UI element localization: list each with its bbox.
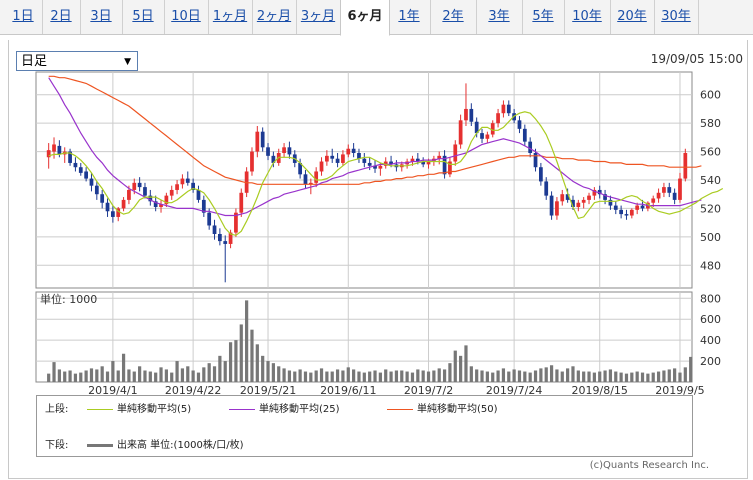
tab-6ヶ月[interactable]: 6ヶ月 xyxy=(340,0,390,36)
legend-ma50-label: 単純移動平均(50) xyxy=(417,404,498,415)
tab-1ヶ月[interactable]: 1ヶ月 xyxy=(208,0,253,34)
tab-1日[interactable]: 1日 xyxy=(4,0,43,34)
chart-panel xyxy=(8,40,748,479)
legend-ma5: 単純移動平均(5) xyxy=(87,400,191,415)
tab-5年[interactable]: 5年 xyxy=(522,0,565,34)
legend-ma5-line xyxy=(87,408,113,410)
chart-legend: 上段: 単純移動平均(5) 単純移動平均(25) 単純移動平均(50) 下段: … xyxy=(36,395,693,457)
tab-3日[interactable]: 3日 xyxy=(80,0,123,34)
tab-30年[interactable]: 30年 xyxy=(654,0,699,34)
legend-ma25: 単純移動平均(25) xyxy=(229,400,340,415)
tab-5日[interactable]: 5日 xyxy=(122,0,165,34)
period-select-value: 日足 xyxy=(21,54,48,69)
period-tabs: 1日 2日 3日 5日 10日 1ヶ月 2ヶ月 3ヶ月 6ヶ月 1年 2年 3年 5年 10年 20年 30年 xyxy=(0,0,753,36)
tab-10日[interactable]: 10日 xyxy=(164,0,209,34)
chevron-down-icon: ▼ xyxy=(124,57,131,67)
legend-ma5-label: 単純移動平均(5) xyxy=(117,404,192,415)
tab-3ヶ月[interactable]: 3ヶ月 xyxy=(296,0,341,34)
tab-2年[interactable]: 2年 xyxy=(430,0,477,34)
period-select[interactable]: 日足 ▼ xyxy=(16,51,138,71)
tab-2日[interactable]: 2日 xyxy=(42,0,81,34)
legend-ma50-line xyxy=(387,408,413,410)
legend-upper-label: 上段: xyxy=(45,404,69,415)
tab-20年[interactable]: 20年 xyxy=(610,0,655,34)
legend-ma25-label: 単純移動平均(25) xyxy=(259,404,340,415)
tab-10年[interactable]: 10年 xyxy=(564,0,611,34)
legend-ma25-line xyxy=(229,408,255,410)
copyright-text: (c)Quants Research Inc. xyxy=(589,460,709,471)
legend-ma50: 単純移動平均(50) xyxy=(387,400,498,415)
legend-volume-line xyxy=(87,443,113,447)
legend-volume-label: 出来高 単位:(1000株/口/枚) xyxy=(117,440,244,451)
legend-lower-label: 下段: xyxy=(45,440,69,451)
tab-2ヶ月[interactable]: 2ヶ月 xyxy=(252,0,297,34)
tab-1年[interactable]: 1年 xyxy=(388,0,431,34)
tab-3年[interactable]: 3年 xyxy=(476,0,523,34)
legend-volume: 出来高 単位:(1000株/口/枚) xyxy=(87,436,244,451)
datetime-stamp: 19/09/05 15:00 xyxy=(650,52,743,66)
